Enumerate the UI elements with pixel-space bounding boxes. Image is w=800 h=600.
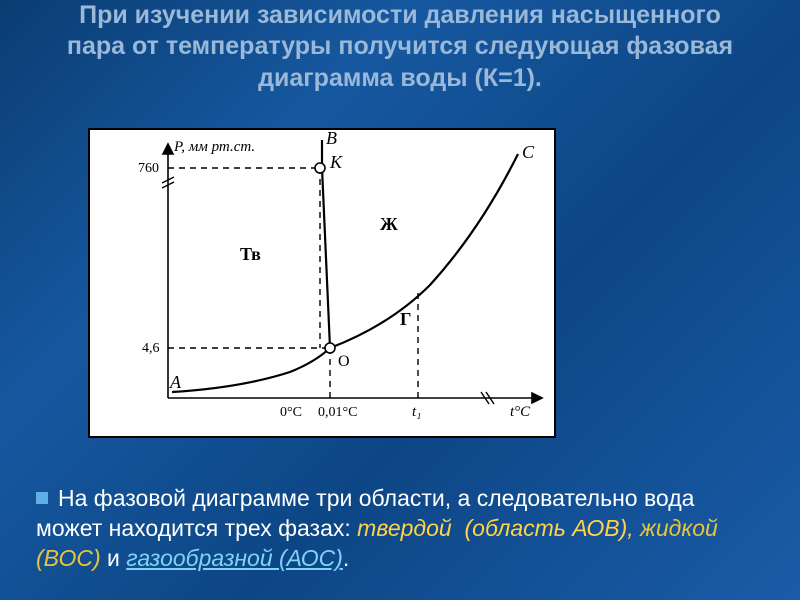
and-text: и xyxy=(101,545,127,571)
phase-solid: твердой xyxy=(357,515,452,541)
x-axis-label: t°C xyxy=(510,404,531,420)
phase-gas: газообразной (АОС) xyxy=(126,545,343,571)
sublimation-curve xyxy=(172,348,330,392)
y-axis-arrow xyxy=(163,144,173,154)
region-gas: Г xyxy=(400,309,411,329)
phase-diagram-chart: P, мм рт.ст. t°C 760 4,6 0°C 0,01°C t₁ A… xyxy=(88,128,556,438)
xtick-0c: 0°C xyxy=(280,405,302,420)
phase-diagram-svg: P, мм рт.ст. t°C 760 4,6 0°C 0,01°C t₁ A… xyxy=(90,130,554,436)
ytick-760: 760 xyxy=(138,161,159,176)
region-liquid: Ж xyxy=(380,214,398,234)
region-aob-text: (область АОВ) xyxy=(465,515,628,541)
slide: При изучении зависимости давления насыще… xyxy=(0,0,800,600)
point-K xyxy=(315,163,325,173)
bullet-icon xyxy=(36,492,48,504)
xtick-001c: 0,01°C xyxy=(318,405,357,420)
x-axis-arrow xyxy=(532,393,542,403)
comma1: , xyxy=(627,515,640,541)
point-O xyxy=(325,343,335,353)
ytick-46: 4,6 xyxy=(142,341,160,356)
label-B: B xyxy=(326,130,337,148)
caption: На фазовой диаграмме три области, а след… xyxy=(36,484,764,574)
label-A: A xyxy=(169,372,182,392)
label-C: C xyxy=(522,142,535,162)
vapor-curve xyxy=(330,154,518,348)
region-solid: Тв xyxy=(240,244,261,264)
label-K: K xyxy=(329,152,343,172)
slide-title: При изучении зависимости давления насыще… xyxy=(60,0,740,94)
y-axis-label: P, мм рт.ст. xyxy=(173,139,255,155)
period: . xyxy=(343,545,349,571)
label-O: O xyxy=(338,353,350,370)
xtick-t1: t₁ xyxy=(412,404,421,420)
